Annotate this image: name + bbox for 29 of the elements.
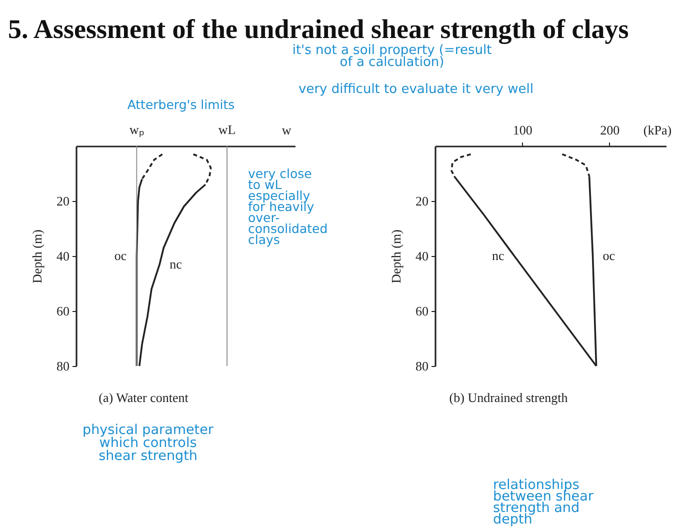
y-tick-label: 20 [56, 194, 70, 208]
ref-line-label: wL [218, 122, 236, 137]
series-label: nc [492, 248, 505, 263]
text: relationships between shear strength and depth [493, 477, 594, 528]
x-axis-title: (kPa) [643, 122, 672, 138]
y-tick-label: 80 [416, 358, 428, 374]
text: physical parameter which controls shear strength [82, 422, 214, 464]
series-label: oc [114, 248, 127, 263]
text: 5. Assessment of the undrained shear strength of clays [8, 14, 629, 44]
text: very close to wL especially for heavily over-consolidated clays [248, 166, 328, 247]
y-axis-title: Depth (m) [30, 230, 44, 284]
ref-line-label: wₚ [129, 122, 144, 138]
series-label: nc [170, 256, 182, 272]
text: (a) Water content [98, 390, 189, 405]
text: Atterberg's limits [127, 97, 235, 112]
text: (b) Undrained strength [449, 390, 568, 405]
y-axis-title: Depth (m) [388, 230, 404, 284]
series-label: oc [602, 248, 616, 263]
y-tick-label: 40 [416, 248, 428, 264]
text: very difficult to evaluate it very well [298, 82, 534, 97]
text: it's not a soil property (=result of a calculation) [292, 43, 492, 70]
x-tick-label: 100 [512, 122, 532, 138]
y-tick-label: 20 [416, 194, 428, 208]
x-tick-label: 200 [600, 122, 620, 138]
y-tick-label: 60 [56, 304, 70, 318]
y-tick-label: 40 [56, 248, 70, 264]
y-tick-label: 80 [56, 358, 70, 374]
y-tick-label: 60 [416, 304, 428, 318]
x-axis-title: w [282, 122, 292, 138]
